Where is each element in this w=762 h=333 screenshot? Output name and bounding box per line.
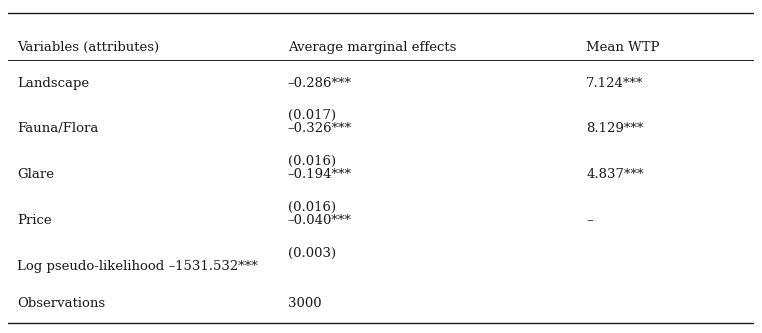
Text: Log pseudo-likelihood –1531.532***: Log pseudo-likelihood –1531.532*** [18,259,258,272]
Text: Landscape: Landscape [18,77,89,90]
Text: (0.016): (0.016) [287,201,336,214]
Text: (0.003): (0.003) [287,246,336,259]
Text: 3000: 3000 [287,297,322,310]
Text: Variables (attributes): Variables (attributes) [18,41,159,54]
Text: Mean WTP: Mean WTP [587,41,660,54]
Text: –0.040***: –0.040*** [287,214,351,227]
Text: (0.016): (0.016) [287,155,336,168]
Text: Glare: Glare [18,168,54,181]
Text: (0.017): (0.017) [287,109,336,123]
Text: –0.286***: –0.286*** [287,77,351,90]
Text: Fauna/Flora: Fauna/Flora [18,123,99,136]
Text: 7.124***: 7.124*** [587,77,644,90]
Text: Average marginal effects: Average marginal effects [287,41,456,54]
Text: Observations: Observations [18,297,105,310]
Text: –0.326***: –0.326*** [287,123,352,136]
Text: –0.194***: –0.194*** [287,168,351,181]
Text: –: – [587,214,593,227]
Text: 4.837***: 4.837*** [587,168,644,181]
Text: 8.129***: 8.129*** [587,123,644,136]
Text: Price: Price [18,214,52,227]
